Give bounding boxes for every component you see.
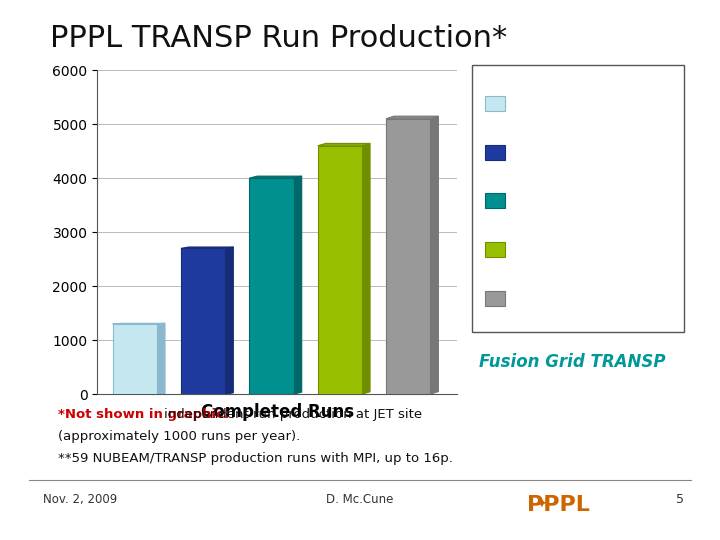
Text: independent run production at JET site: independent run production at JET site xyxy=(164,408,423,421)
Bar xyxy=(386,119,431,394)
Text: *Not shown in graphic:: *Not shown in graphic: xyxy=(58,408,233,421)
Text: ✦: ✦ xyxy=(536,498,547,512)
Polygon shape xyxy=(157,323,165,394)
Polygon shape xyxy=(181,247,233,248)
Text: Nov. 2, 2009: Nov. 2, 2009 xyxy=(43,493,117,506)
Polygon shape xyxy=(318,144,370,146)
Polygon shape xyxy=(294,176,302,394)
Bar xyxy=(249,178,294,394)
X-axis label: Completed Runs: Completed Runs xyxy=(201,402,354,421)
Bar xyxy=(318,146,362,394)
Text: 5: 5 xyxy=(676,493,684,506)
Polygon shape xyxy=(431,116,438,394)
Text: FY-2006: FY-2006 xyxy=(516,145,584,160)
Text: FY-2007: FY-2007 xyxy=(516,193,584,208)
Bar xyxy=(181,248,225,394)
Bar xyxy=(112,324,157,394)
Text: D. Mc.Cune: D. Mc.Cune xyxy=(326,493,394,506)
Text: (approximately 1000 runs per year).: (approximately 1000 runs per year). xyxy=(58,430,300,443)
Polygon shape xyxy=(225,247,233,394)
Text: FY-2008: FY-2008 xyxy=(516,242,584,257)
Polygon shape xyxy=(112,323,165,324)
Polygon shape xyxy=(362,144,370,394)
Text: Fusion Grid TRANSP: Fusion Grid TRANSP xyxy=(479,353,665,371)
Polygon shape xyxy=(249,176,302,178)
Text: FY-2009**: FY-2009** xyxy=(516,291,600,306)
Text: FY-2005: FY-2005 xyxy=(516,96,584,111)
Text: PPPL TRANSP Run Production*: PPPL TRANSP Run Production* xyxy=(50,24,508,53)
Text: **59 NUBEAM/TRANSP production runs with MPI, up to 16p.: **59 NUBEAM/TRANSP production runs with … xyxy=(58,452,452,465)
Polygon shape xyxy=(386,116,438,119)
Text: PPPL: PPPL xyxy=(526,495,590,515)
